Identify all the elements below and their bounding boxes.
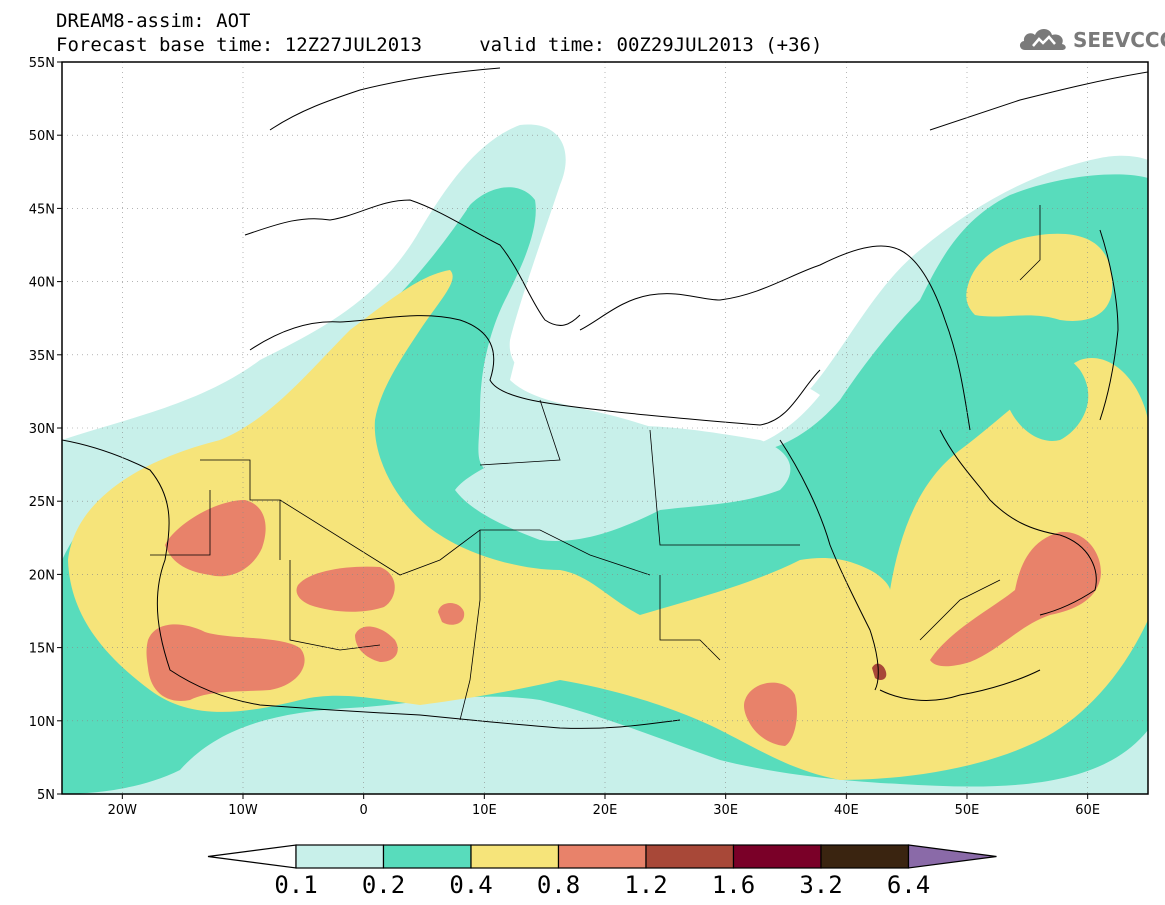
aot-band-0.8-mali — [296, 566, 395, 612]
colorbar-swatch — [382, 844, 472, 869]
aot-band-0.8-ethiopia — [744, 682, 797, 746]
lat-label: 25N — [29, 495, 55, 510]
longitude-labels: 20W 10W 0 10E 20E 30E 40E 50E 60E — [108, 794, 1100, 818]
lat-label: 45N — [29, 202, 55, 217]
lat-label: 20N — [29, 568, 55, 583]
lat-label: 10N — [29, 715, 55, 730]
lon-label: 0 — [360, 803, 368, 818]
borders — [150, 205, 1041, 721]
colorbar-swatch — [557, 844, 647, 869]
aot-band-0.8-niger — [355, 626, 398, 662]
colorbar-label: 0.8 — [537, 871, 580, 899]
colorbar-swatch — [820, 844, 910, 869]
cloud-icon — [1019, 29, 1066, 50]
lat-label: 35N — [29, 349, 55, 364]
aot-band-0.8-senegal — [146, 624, 305, 701]
latitude-labels: 55N 50N 45N 40N 35N 30N 25N 20N 15N 10N 5N — [29, 56, 62, 803]
aot-band-0.2-arabia — [994, 338, 1089, 441]
aot-band-0.4-west — [68, 270, 1148, 780]
logo-text: SEEVCCC — [1073, 28, 1165, 52]
lon-label: 30E — [713, 803, 738, 818]
aot-band-1.2-redsea — [872, 663, 887, 680]
lat-label: 40N — [29, 276, 55, 291]
lat-label: 55N — [29, 56, 55, 71]
lat-label: 5N — [37, 788, 55, 803]
lon-label: 10E — [472, 803, 497, 818]
lon-label: 40E — [834, 803, 859, 818]
title-line1: DREAM8-assim: AOT — [56, 10, 251, 32]
colorbar-right-arrow — [907, 844, 997, 869]
aot-band-0.8-oman — [930, 531, 1101, 667]
aot-band-0.4-caspian — [966, 233, 1113, 321]
colorbar-label: 3.2 — [799, 871, 842, 899]
colorbar-swatch — [645, 844, 735, 869]
colorbar-label: 0.2 — [362, 871, 405, 899]
colorbar-swatch — [732, 844, 822, 869]
lon-label: 20W — [108, 803, 138, 818]
lon-label: 20E — [593, 803, 618, 818]
aot-contours — [62, 67, 1148, 794]
colorbar-label: 0.1 — [274, 871, 317, 899]
colorbar-labels: 0.1 0.2 0.4 0.8 1.2 1.6 3.2 6.4 — [274, 871, 930, 899]
colorbar-label: 6.4 — [887, 871, 930, 899]
lat-label: 50N — [29, 129, 55, 144]
grid-lines — [62, 62, 1148, 794]
lon-label: 50E — [955, 803, 980, 818]
aot-band-0.8-spot — [438, 603, 465, 625]
aot-band-0.8-mauritania — [165, 500, 266, 577]
colorbar-label: 0.4 — [449, 871, 492, 899]
colorbar-left-arrow — [207, 844, 297, 869]
colorbar-swatch — [295, 844, 385, 869]
lat-label: 30N — [29, 422, 55, 437]
lat-label: 15N — [29, 642, 55, 657]
aot-band-0.1-libya — [455, 425, 791, 541]
aot-clear-region — [510, 336, 820, 448]
colorbar-label: 1.6 — [712, 871, 755, 899]
colorbar-label: 1.2 — [624, 871, 667, 899]
title-line2: Forecast base time: 12Z27JUL2013 valid t… — [56, 34, 823, 56]
colorbar-swatch — [470, 844, 560, 869]
coastlines — [62, 67, 1148, 729]
logo: SEEVCCC — [1017, 24, 1165, 56]
lon-label: 60E — [1075, 803, 1100, 818]
lon-label: 10W — [228, 803, 258, 818]
colorbar — [207, 844, 997, 869]
